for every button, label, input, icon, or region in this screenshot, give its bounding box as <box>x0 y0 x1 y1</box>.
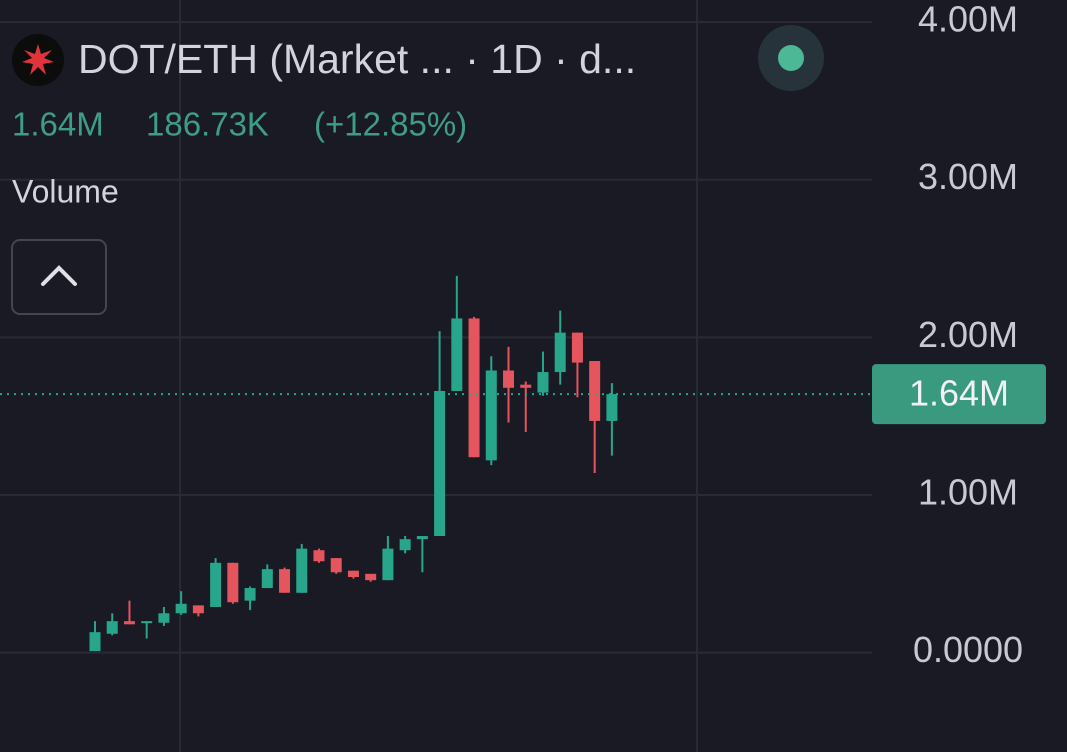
chart-title: DOT/ETH (Market ... · 1D · d... <box>78 36 636 82</box>
candle-body <box>279 569 291 593</box>
candle-body <box>296 548 308 593</box>
candle-body <box>537 372 549 393</box>
indicator-name: Volume <box>12 173 119 209</box>
candle-body <box>520 384 532 388</box>
candle-body <box>571 332 583 363</box>
status-dot <box>778 45 804 71</box>
legend-value: (+12.85%) <box>314 106 467 143</box>
legend-value: 1.64M <box>12 106 104 143</box>
candle-body <box>434 390 446 537</box>
candle-body <box>313 550 325 562</box>
candle-body <box>106 621 118 634</box>
candle-body <box>365 573 377 581</box>
y-tick-label: 1.00M <box>918 472 1018 513</box>
candle-body <box>244 588 256 601</box>
y-tick-label: 3.00M <box>918 156 1018 197</box>
candle-body <box>210 562 222 607</box>
candle-body <box>399 539 411 551</box>
legend-value: 186.73K <box>146 106 269 143</box>
candle-body <box>123 621 135 625</box>
candle-body <box>158 613 170 623</box>
chevron-icon <box>41 265 77 286</box>
candle-body <box>89 632 101 652</box>
candle-body <box>451 318 463 391</box>
candle-body <box>485 370 497 461</box>
candle-body <box>261 569 273 589</box>
plot-area <box>0 21 872 654</box>
y-tick-label: 2.00M <box>918 314 1018 355</box>
collapse-button[interactable] <box>11 239 107 315</box>
candle-body <box>141 621 153 624</box>
candle-body <box>554 332 566 373</box>
candle-body <box>382 548 394 581</box>
candle-body <box>589 361 601 421</box>
candle-body <box>606 394 618 421</box>
y-tick-label: 0.0000 <box>913 629 1023 670</box>
y-tick-label: 4.00M <box>918 0 1018 40</box>
candle-body <box>416 536 428 540</box>
price-label: 1.64M <box>909 373 1009 414</box>
candle-body <box>192 605 204 614</box>
candle-body <box>175 603 187 614</box>
price-label-box <box>872 364 1046 425</box>
candle-body <box>330 558 342 573</box>
logo-star <box>22 44 54 75</box>
candle-body <box>503 370 515 388</box>
candle-body <box>227 562 239 603</box>
candle-body <box>347 570 359 578</box>
candle-body <box>468 318 480 458</box>
